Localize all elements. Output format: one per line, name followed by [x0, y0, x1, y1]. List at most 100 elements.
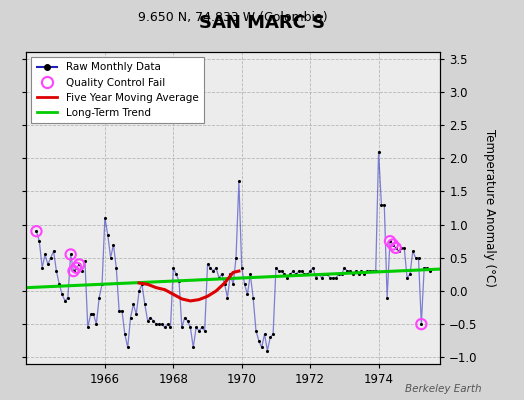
Point	[121, 331, 129, 337]
Point	[81, 258, 89, 264]
Point	[144, 318, 152, 324]
Point	[294, 268, 303, 274]
Point	[278, 268, 286, 274]
Point	[272, 264, 280, 271]
Point	[95, 294, 103, 301]
Point	[389, 241, 397, 248]
Point	[158, 321, 166, 327]
Point	[246, 271, 255, 278]
Point	[32, 228, 41, 234]
Point	[104, 231, 112, 238]
Point	[186, 324, 194, 331]
Point	[252, 328, 260, 334]
Point	[140, 301, 149, 308]
Point	[32, 228, 41, 234]
Text: Berkeley Earth: Berkeley Earth	[406, 384, 482, 394]
Point	[237, 264, 246, 271]
Point	[183, 318, 192, 324]
Point	[67, 251, 75, 258]
Point	[72, 264, 81, 271]
Point	[366, 268, 374, 274]
Point	[84, 324, 92, 331]
Point	[155, 321, 163, 327]
Point	[47, 254, 55, 261]
Point	[309, 264, 317, 271]
Point	[372, 268, 380, 274]
Point	[423, 264, 431, 271]
Point	[400, 245, 408, 251]
Point	[112, 264, 121, 271]
Point	[357, 268, 366, 274]
Point	[124, 344, 132, 351]
Point	[101, 215, 109, 221]
Point	[235, 178, 243, 185]
Point	[178, 324, 186, 331]
Point	[380, 202, 388, 208]
Point	[386, 238, 394, 244]
Point	[420, 264, 429, 271]
Point	[280, 271, 289, 278]
Point	[340, 264, 348, 271]
Point	[323, 271, 332, 278]
Point	[166, 324, 174, 331]
Point	[255, 338, 263, 344]
Point	[334, 271, 343, 278]
Point	[306, 268, 314, 274]
Legend: Raw Monthly Data, Quality Control Fail, Five Year Moving Average, Long-Term Tren: Raw Monthly Data, Quality Control Fail, …	[31, 57, 204, 123]
Point	[75, 261, 83, 268]
Point	[175, 278, 183, 284]
Point	[180, 314, 189, 321]
Point	[72, 264, 81, 271]
Point	[403, 274, 411, 281]
Point	[217, 271, 226, 278]
Point	[417, 321, 425, 327]
Point	[163, 321, 172, 327]
Point	[312, 274, 320, 281]
Point	[275, 268, 283, 274]
Point	[118, 308, 126, 314]
Point	[349, 271, 357, 278]
Point	[314, 271, 323, 278]
Point	[160, 324, 169, 331]
Point	[395, 248, 403, 254]
Point	[286, 271, 294, 278]
Point	[49, 248, 58, 254]
Point	[389, 241, 397, 248]
Point	[43, 261, 52, 268]
Point	[226, 271, 235, 278]
Point	[52, 268, 61, 274]
Title: 9.650 N, 74.833 W (Colombia): 9.650 N, 74.833 W (Colombia)	[138, 12, 328, 24]
Point	[55, 281, 63, 288]
Point	[411, 254, 420, 261]
Point	[383, 294, 391, 301]
Point	[409, 248, 417, 254]
Point	[289, 268, 297, 274]
Point	[201, 328, 209, 334]
Point	[283, 274, 291, 281]
Point	[343, 268, 352, 274]
Point	[215, 274, 223, 281]
Point	[146, 314, 155, 321]
Point	[149, 318, 158, 324]
Point	[69, 268, 78, 274]
Point	[414, 254, 423, 261]
Point	[320, 271, 329, 278]
Point	[67, 251, 75, 258]
Point	[169, 264, 178, 271]
Point	[360, 271, 368, 278]
Point	[89, 311, 97, 318]
Point	[138, 281, 146, 288]
Point	[352, 268, 360, 274]
Point	[189, 344, 198, 351]
Point	[417, 321, 425, 327]
Point	[346, 268, 354, 274]
Point	[406, 271, 414, 278]
Point	[106, 254, 115, 261]
Point	[212, 264, 220, 271]
Point	[377, 202, 386, 208]
Point	[249, 294, 257, 301]
Point	[229, 281, 237, 288]
Point	[126, 314, 135, 321]
Point	[38, 264, 46, 271]
Point	[192, 324, 200, 331]
